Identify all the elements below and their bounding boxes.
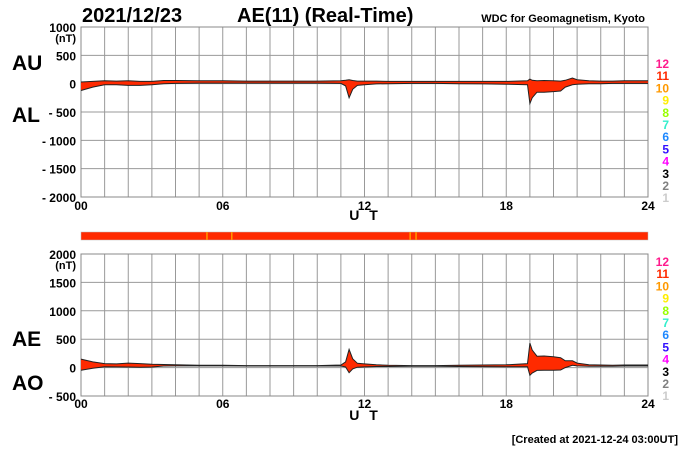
y-unit-label: (nT) (55, 260, 76, 272)
station-count-bar-base (80, 231, 649, 241)
x-axis-label: U T (349, 207, 381, 223)
y-tick-label: 0 (69, 362, 76, 376)
station-count-bar-segment (409, 232, 411, 240)
y-unit-label: (nT) (55, 33, 76, 45)
x-tick-label: 24 (641, 199, 655, 213)
station-count-legend-item: 8 (662, 106, 669, 120)
series-label-au: AU (12, 52, 42, 75)
x-tick-label: 18 (500, 397, 514, 411)
station-count-bar-segment (231, 232, 233, 240)
station-count-legend-item: 3 (662, 365, 669, 379)
station-count-bar-segment (415, 232, 417, 240)
y-tick-label: 2000 (49, 248, 76, 262)
station-count-legend-item: 2 (662, 377, 669, 391)
x-tick-label: 24 (641, 397, 655, 411)
series-line-ao (80, 364, 648, 377)
plot-frame (80, 253, 649, 397)
area-fill-ae-ao (81, 343, 648, 376)
series-line-au (80, 77, 648, 83)
x-tick-label: 00 (74, 397, 88, 411)
station-count-legend-item: 2 (662, 179, 669, 193)
station-count-legend-item: 7 (662, 118, 669, 132)
y-tick-label: 500 (56, 49, 76, 63)
station-count-legend-item: 12 (656, 57, 670, 71)
y-tick-label: 500 (56, 333, 76, 347)
station-count-legend-item: 11 (656, 267, 669, 281)
station-count-legend-item: 3 (662, 167, 669, 181)
series-line-al (80, 82, 648, 106)
y-tick-label: 0 (69, 78, 76, 92)
station-count-legend-item: 6 (662, 130, 669, 144)
x-tick-label: 06 (216, 397, 230, 411)
station-count-legend-item: 11 (656, 69, 669, 83)
plot-au-al: 1000 500 0 - 500 - 1000 - 1500 - 2000 (nT) 00 06 1… (12, 21, 669, 223)
series-label-ao: AO (12, 372, 44, 395)
series-label-al: AL (12, 104, 40, 127)
series-line-ae (80, 343, 648, 367)
x-tick-label: 12 (358, 199, 372, 213)
area-fill-au-al (81, 78, 648, 104)
x-tick-label: 18 (500, 199, 514, 213)
station-count-legend-item: 8 (662, 304, 669, 318)
station-count-legend-item: 1 (662, 389, 669, 403)
station-count-legend-item: 9 (662, 292, 669, 306)
x-tick-label: 12 (358, 397, 372, 411)
y-tick-label: - 2000 (42, 191, 76, 205)
station-count-legend-item: 10 (656, 279, 670, 293)
station-count-bar-segment (206, 232, 208, 240)
station-count-legend-item: 4 (662, 353, 669, 367)
station-count-legend-item: 7 (662, 316, 669, 330)
station-count-legend-item: 4 (662, 155, 669, 169)
y-tick-label: 1500 (49, 276, 76, 290)
station-count-legend-item: 12 (656, 255, 670, 269)
source-label: WDC for Geomagnetism, Kyoto (481, 13, 645, 25)
y-tick-label: - 500 (49, 106, 77, 120)
chart-title: AE(11) (Real-Time) (237, 5, 413, 27)
y-tick-label: - 1000 (42, 134, 76, 148)
x-axis-label: U T (349, 407, 381, 423)
x-tick-label: 06 (216, 199, 230, 213)
plot-frame (80, 26, 649, 198)
station-count-legend-item: 10 (656, 81, 670, 95)
y-tick-label: 1000 (49, 305, 76, 319)
station-count-legend-item: 1 (662, 191, 669, 205)
y-tick-label: - 1500 (42, 163, 76, 177)
created-timestamp: [Created at 2021-12-24 03:00UT] (512, 434, 679, 446)
y-tick-label: - 500 (49, 390, 77, 404)
x-tick-label: 00 (74, 199, 88, 213)
y-tick-label: 1000 (49, 21, 76, 35)
station-count-legend-item: 5 (662, 142, 669, 156)
station-count-legend-item: 9 (662, 94, 669, 108)
series-label-ae: AE (12, 328, 41, 351)
chart-date: 2021/12/23 (82, 5, 182, 27)
station-count-legend-item: 5 (662, 340, 669, 354)
station-count-bar (80, 231, 649, 241)
station-count-legend-item: 6 (662, 328, 669, 342)
